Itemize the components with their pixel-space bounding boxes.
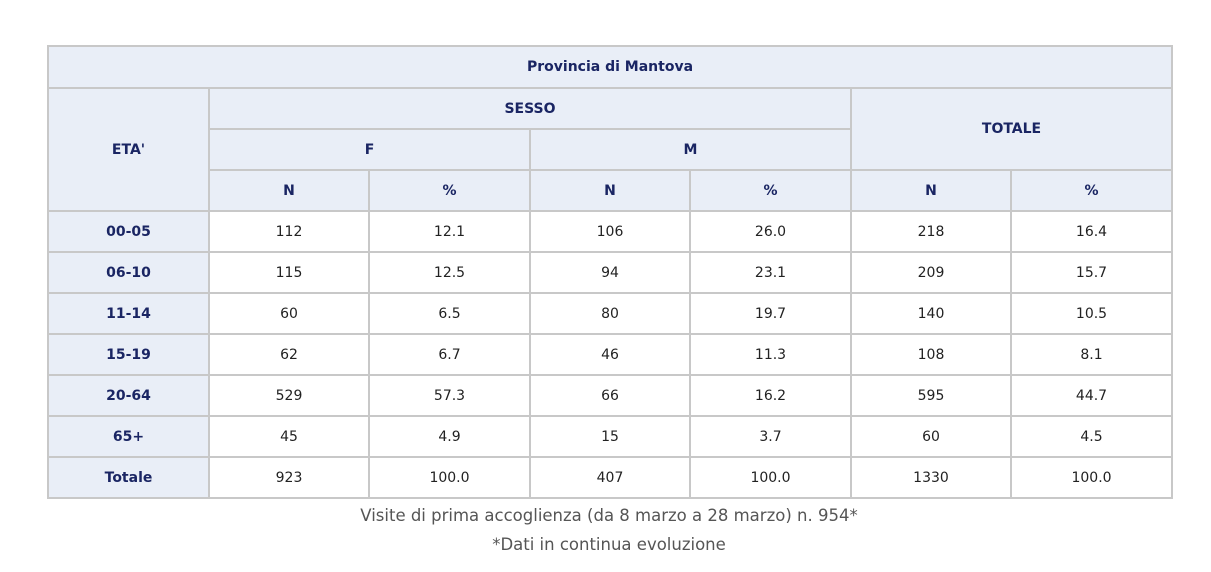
table-cell: 407	[529, 456, 691, 499]
evolving-data-note: *Dati in continua evoluzione	[492, 535, 726, 554]
table-row: 06-10 115 12.5 94 23.1 209 15.7	[47, 251, 1174, 294]
row-label: 20-64	[47, 374, 210, 417]
table-cell: 15	[529, 415, 691, 458]
column-header: N	[850, 169, 1012, 212]
table-cell: 218	[850, 210, 1012, 253]
table-cell: 100.0	[1009, 456, 1174, 499]
male-header: M	[529, 128, 852, 171]
table-cell: 26.0	[689, 210, 852, 253]
table-title: Provincia di Mantova	[46, 45, 1174, 89]
table-cell: 595	[850, 374, 1012, 417]
age-header: ETA'	[47, 87, 210, 212]
column-header: N	[208, 169, 370, 212]
table-cell: 529	[208, 374, 370, 417]
table-row: 00-05 112 12.1 106 26.0 218 16.4	[47, 210, 1174, 253]
table-container: Provincia di Mantova ETA' SESSO TOTALE F…	[46, 45, 1174, 559]
table-cell: 11.3	[689, 333, 852, 376]
table-cell: 19.7	[689, 292, 852, 335]
sex-subheader-row: F M	[48, 128, 1172, 171]
table-cell: 23.1	[689, 251, 852, 294]
row-label: 06-10	[47, 251, 210, 294]
table-row: 11-14 60 6.5 80 19.7 140 10.5	[47, 292, 1174, 335]
table-cell: 62	[208, 333, 370, 376]
table-cell: 94	[529, 251, 691, 294]
title-row: Provincia di Mantova	[46, 45, 1174, 89]
row-label: 15-19	[47, 333, 210, 376]
column-header: %	[1009, 169, 1174, 212]
table-cell: 106	[529, 210, 691, 253]
column-header: %	[689, 169, 852, 212]
column-header: N	[529, 169, 691, 212]
row-label: 65+	[47, 415, 210, 458]
data-table: Provincia di Mantova ETA' SESSO TOTALE F…	[46, 45, 1174, 499]
table-total-row: Totale 923 100.0 407 100.0 1330 100.0	[47, 456, 1174, 499]
table-row: 65+ 45 4.9 15 3.7 60 4.5	[47, 415, 1174, 458]
table-row: 20-64 529 57.3 66 16.2 595 44.7	[47, 374, 1174, 417]
table-cell: 60	[208, 292, 370, 335]
table-cell: 57.3	[368, 374, 531, 417]
table-cell: 100.0	[368, 456, 531, 499]
table-cell: 3.7	[689, 415, 852, 458]
row-label: 00-05	[47, 210, 210, 253]
table-cell: 4.5	[1009, 415, 1174, 458]
table-cell: 6.5	[368, 292, 531, 335]
row-label: 11-14	[47, 292, 210, 335]
sex-header: SESSO	[208, 87, 852, 130]
visits-note: Visite di prima accoglienza (da 8 marzo …	[360, 506, 858, 525]
table-cell: 15.7	[1009, 251, 1174, 294]
table-cell: 209	[850, 251, 1012, 294]
table-cell: 100.0	[689, 456, 852, 499]
table-cell: 8.1	[1009, 333, 1174, 376]
table-cell: 66	[529, 374, 691, 417]
table-cell: 16.2	[689, 374, 852, 417]
table-cell: 60	[850, 415, 1012, 458]
table-cell: 44.7	[1009, 374, 1174, 417]
table-cell: 140	[850, 292, 1012, 335]
total-header: TOTALE	[849, 87, 1174, 171]
group-header-row: ETA' SESSO TOTALE	[47, 87, 1174, 212]
table-cell: 12.1	[368, 210, 531, 253]
table-cell: 16.4	[1009, 210, 1174, 253]
table-cell: 6.7	[368, 333, 531, 376]
table-cell: 46	[529, 333, 691, 376]
female-header: F	[208, 128, 531, 171]
table-cell: 115	[208, 251, 370, 294]
row-label: Totale	[47, 456, 210, 499]
table-cell: 4.9	[368, 415, 531, 458]
column-header: %	[368, 169, 531, 212]
column-header-row: N % N % N %	[48, 169, 1174, 212]
table-cell: 45	[208, 415, 370, 458]
table-cell: 923	[208, 456, 370, 499]
table-cell: 10.5	[1009, 292, 1174, 335]
table-cell: 112	[208, 210, 370, 253]
table-cell: 108	[850, 333, 1012, 376]
table-caption: Visite di prima accoglienza (da 8 marzo …	[47, 501, 1171, 559]
table-cell: 1330	[850, 456, 1012, 499]
table-row: 15-19 62 6.7 46 11.3 108 8.1	[47, 333, 1174, 376]
table-cell: 12.5	[368, 251, 531, 294]
table-cell: 80	[529, 292, 691, 335]
